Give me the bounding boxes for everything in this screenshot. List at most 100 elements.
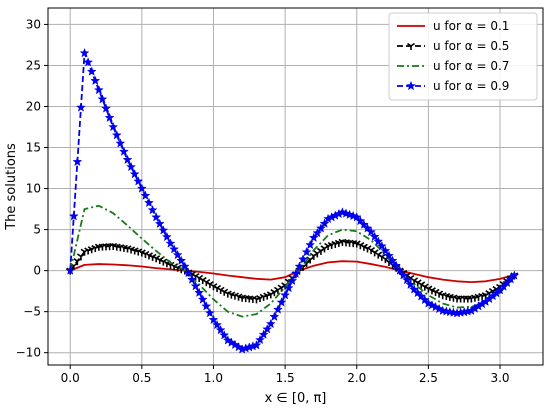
series-4-point: [215, 324, 226, 335]
series-4-point: [362, 223, 373, 233]
series-4-point: [158, 225, 169, 235]
series-4-point: [290, 268, 301, 278]
series-4-point: [355, 215, 366, 226]
y-tick-label: 25: [26, 58, 41, 72]
series-4-point: [93, 84, 104, 95]
legend-label: u for α = 0.7: [433, 59, 509, 73]
series-4-point: [154, 218, 165, 229]
series-4-point: [255, 334, 265, 345]
x-tick-label: 2.0: [347, 371, 366, 385]
series-4-point: [280, 290, 291, 300]
series-4-point: [122, 154, 133, 165]
series-4-point: [262, 324, 273, 334]
legend-item: u for α = 0.1: [397, 19, 509, 33]
series-4-point: [136, 183, 147, 193]
legend: u for α = 0.1 u for α = 0.5 u for α = 0.7 u…: [388, 12, 538, 101]
series-4-point: [79, 47, 90, 58]
series-4-point: [187, 274, 197, 284]
series-4-point: [366, 226, 377, 237]
series-4-point: [86, 66, 97, 76]
y-tick-label: 5: [33, 223, 41, 237]
series-4-point: [384, 250, 394, 261]
series-4-point: [287, 275, 298, 286]
series-line-1: [69, 260, 515, 284]
series-4-point: [147, 204, 158, 215]
series-4-point: [394, 265, 405, 275]
series-4-point: [183, 267, 194, 278]
x-axis: 0.0 0.5 1.0 1.5 2.0 2.5 3.0: [61, 365, 510, 385]
series-4-point: [190, 280, 201, 291]
series-4-point: [101, 103, 111, 113]
series-4-point: [305, 239, 316, 250]
series-4-point: [111, 129, 122, 140]
series-4-point: [118, 146, 129, 156]
series-4-point: [319, 218, 330, 228]
series-4-point: [301, 246, 312, 257]
series-4-point: [194, 287, 205, 297]
series-layer: [65, 47, 520, 354]
series-4-point: [376, 240, 387, 251]
series-4-point: [380, 245, 391, 256]
series-4-point: [68, 211, 79, 221]
y-tick-label: −10: [16, 346, 41, 360]
series-4-point: [176, 255, 187, 265]
y-tick-label: 20: [26, 99, 41, 113]
series-4-point: [308, 232, 319, 243]
series-4-point: [65, 265, 76, 275]
series-4-point: [315, 223, 326, 233]
legend-label: u for α = 0.9: [433, 79, 509, 93]
x-tick-label: 0.0: [61, 371, 80, 385]
y-axis: −10 −5 0 5 10 15 20 25 30: [16, 17, 48, 360]
legend-box: [388, 12, 538, 101]
series-4-point: [272, 304, 283, 314]
series-4-point: [387, 255, 398, 265]
series-4-point: [258, 329, 269, 339]
y-tick-label: 30: [26, 17, 41, 31]
y-tick-label: 0: [33, 264, 41, 278]
x-tick-label: 3.0: [490, 371, 509, 385]
series-4-point: [398, 270, 409, 280]
series-4-point: [294, 261, 305, 271]
series-4-point: [140, 190, 151, 200]
series-4-point: [401, 274, 412, 285]
series-4-point: [373, 236, 384, 246]
series-4-point: [115, 138, 126, 148]
series-4-point: [129, 168, 140, 179]
series-4-point: [204, 307, 215, 318]
series-4-point: [219, 330, 230, 340]
series-4-point: [208, 314, 219, 325]
series-4-point: [298, 254, 308, 264]
series-4-point: [97, 94, 108, 104]
series-4-point: [126, 161, 137, 172]
series-4-point: [197, 294, 208, 304]
series-4-point: [391, 260, 402, 270]
x-axis-label: x ∈ [0, π]: [265, 391, 327, 406]
series-4-point: [72, 156, 83, 167]
legend-item: u for α = 0.9: [397, 79, 509, 93]
series-4-point: [369, 231, 380, 241]
y-tick-label: 10: [26, 182, 41, 196]
series-4-point: [161, 231, 172, 242]
series-4-point: [179, 261, 190, 271]
y-axis-label: The solutions: [4, 143, 19, 231]
series-4-point: [509, 270, 520, 280]
legend-marker: [406, 80, 416, 91]
series-4-point: [283, 282, 294, 293]
series-4-point: [276, 297, 287, 307]
series-4-point: [169, 244, 180, 254]
series-4-point: [151, 212, 162, 222]
series-4-point: [212, 319, 223, 330]
plot-frame: [47, 7, 544, 366]
series-1: [69, 260, 515, 284]
series-4-point: [265, 318, 276, 329]
x-tick-label: 1.0: [204, 371, 223, 385]
legend-label: u for α = 0.5: [433, 39, 509, 53]
series-4-point: [133, 176, 144, 186]
x-tick-label: 1.5: [276, 371, 295, 385]
series-4-point: [75, 102, 86, 112]
series-4-point: [172, 249, 183, 260]
series-4-point: [83, 57, 94, 67]
series-4-point: [165, 238, 176, 248]
series-4-point: [351, 212, 362, 222]
